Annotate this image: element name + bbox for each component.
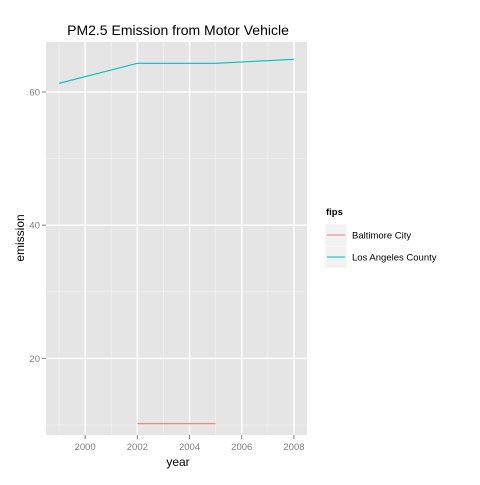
legend-title: fips: [326, 207, 343, 218]
legend-label-baltimore-city: Baltimore City: [352, 231, 411, 242]
major-gridlines: [46, 42, 307, 435]
series-lines: [58, 58, 294, 425]
y-axis-title: emission: [13, 214, 27, 261]
axis-ticks: 2000 2002 2004 2006 2008 20 40 60: [29, 87, 304, 453]
y-tick-label: 40: [29, 221, 40, 232]
legend: fips Baltimore City Los Angeles County: [324, 207, 437, 269]
x-axis-title: year: [166, 455, 189, 469]
x-tick-label: 2002: [127, 442, 148, 453]
legend-label-los-angeles-county: Los Angeles County: [352, 253, 437, 264]
y-tick-label: 60: [29, 87, 40, 98]
minor-gridlines: [46, 42, 307, 435]
x-tick-label: 2006: [231, 442, 252, 453]
y-tick-label: 20: [29, 354, 40, 365]
series-line-los-angeles-county: [58, 58, 294, 84]
x-tick-label: 2008: [283, 442, 304, 453]
x-tick-label: 2000: [75, 442, 96, 453]
legend-items: Baltimore City Los Angeles County: [324, 223, 437, 269]
plot-panel: [46, 42, 307, 435]
x-tick-label: 2004: [179, 442, 200, 453]
chart-title: PM2.5 Emission from Motor Vehicle: [67, 22, 289, 38]
